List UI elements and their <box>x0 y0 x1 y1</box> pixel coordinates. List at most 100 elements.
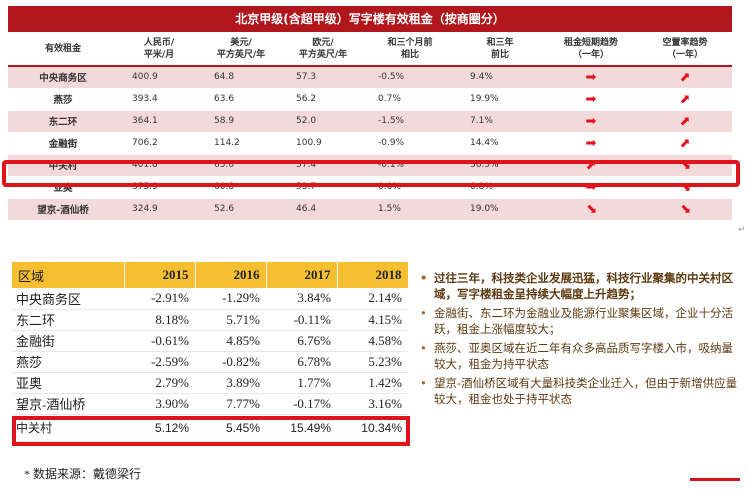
district-name: 东二环 <box>8 110 118 133</box>
rent-value-y3: 14.4% <box>456 132 544 155</box>
growth-value: 8.18% <box>124 309 195 331</box>
growth-value: 7.77% <box>195 393 266 415</box>
rent-value-usd: 60.8 <box>200 176 282 199</box>
growth-value: -2.91% <box>124 288 195 310</box>
vac-trend-cell: ➡ <box>638 66 732 89</box>
trend-arrow-icon: ➡ <box>675 89 695 109</box>
rent-value-usd: 64.8 <box>200 66 282 89</box>
rent-value-rmb: 393.4 <box>118 88 200 111</box>
trend-arrow-icon: ➡ <box>675 68 695 87</box>
growth-value: 2.79% <box>124 372 195 394</box>
growth-value: 5.23% <box>337 351 408 373</box>
growth-col-header: 区域 <box>12 262 125 288</box>
rent-value-usd: 52.6 <box>200 198 282 221</box>
rent-table-row: 中央商务区 400.9 64.8 57.3 -0.5% 9.4% ➡ ➡ <box>8 66 732 89</box>
growth-value: 3.16% <box>337 393 408 415</box>
growth-value: 6.78% <box>266 351 337 373</box>
rent-trend-cell: ➡ <box>544 132 638 155</box>
growth-table-row: 中央商务区 -2.91% -1.29% 3.84% 2.14% <box>12 288 408 310</box>
vac-trend-cell: ➡ <box>638 176 732 199</box>
rent-value-eur: 57.3 <box>282 66 364 89</box>
rent-value-usd: 114.2 <box>200 132 282 155</box>
analysis-points: 过往三年，科技类企业发展迅猛，科技行业聚集的中关村区域，写字楼租金呈持续大幅度上… <box>418 270 738 407</box>
rent-value-eur: 56.2 <box>282 88 364 111</box>
rent-table: 有效租金 人民币/ 平米/月 美元/ 平方英尺/年 欧元/ 平方英尺/年 和三个月前 相… <box>8 32 732 221</box>
growth-value: 3.84% <box>266 288 337 310</box>
district-name: 亚奥 <box>12 372 124 394</box>
trend-arrow-icon: ➡ <box>585 179 597 195</box>
rent-table-header: 有效租金 人民币/ 平米/月 美元/ 平方英尺/年 欧元/ 平方英尺/年 和三个月前 相… <box>8 32 732 67</box>
growth-value: 1.77% <box>266 372 337 394</box>
district-name: 东二环 <box>12 309 124 331</box>
growth-col-header: 2016 <box>195 262 267 288</box>
analysis-point: 金融街、东二环为金融业及能源行业聚集区域，企业十分活跃，租金上涨幅度较大； <box>418 305 738 337</box>
growth-table-row: 亚奥 2.79% 3.89% 1.77% 1.42% <box>12 372 408 394</box>
trend-arrow-icon: ➡ <box>585 69 597 85</box>
rent-value-usd: 63.6 <box>200 88 282 111</box>
growth-table-row: 燕莎 -2.59% -0.82% 6.78% 5.23% <box>12 351 408 373</box>
rent-value-rmb: 375.9 <box>118 176 200 199</box>
growth-value: 1.42% <box>337 372 408 394</box>
vac-trend-cell: ➡ <box>638 110 732 133</box>
rent-value-q3: 0.0% <box>364 176 456 199</box>
trend-arrow-icon: ➡ <box>585 135 597 151</box>
rent-value-rmb: 324.9 <box>118 198 200 221</box>
trend-arrow-icon: ➡ <box>675 199 695 219</box>
trend-arrow-icon: ➡ <box>675 111 695 131</box>
trend-arrow-icon: ➡ <box>585 91 597 107</box>
growth-value: 4.85% <box>195 330 266 352</box>
rent-value-q3: -1.5% <box>364 110 456 133</box>
decorative-red-line <box>690 478 740 481</box>
vac-trend-cell: ➡ <box>638 132 732 155</box>
vac-trend-cell: ➡ <box>638 154 732 177</box>
rent-value-rmb: 706.2 <box>118 132 200 155</box>
growth-value: -0.61% <box>124 330 195 352</box>
rent-table-section: 北京甲级(含超甲级）写字楼有效租金（按商圈分） 有效租金 人民币/ 平米/月 美元/… <box>8 6 732 221</box>
rent-trend-cell: ➡ <box>544 110 638 133</box>
rent-col-header: 美元/ 平方英尺/年 <box>200 32 282 67</box>
trend-arrow-icon: ➡ <box>581 199 601 219</box>
district-name: 金融街 <box>8 132 118 155</box>
rent-value-eur: 100.9 <box>282 132 364 155</box>
rent-value-eur: 53.7 <box>282 176 364 199</box>
growth-value: 2.14% <box>337 288 408 310</box>
growth-table-header: 区域 2015 2016 2017 2018 <box>12 262 409 288</box>
growth-value: -2.59% <box>124 351 195 373</box>
rent-col-header: 和三年 前比 <box>456 32 544 67</box>
trend-arrow-icon: ➡ <box>585 113 597 129</box>
growth-table-section: 区域 2015 2016 2017 2018 中央商务区 -2.91% -1.29% 3.84… <box>12 262 409 442</box>
rent-trend-cell: ➡ <box>544 88 638 111</box>
rent-value-y3: 7.1% <box>456 110 544 133</box>
rent-value-usd: 65.0 <box>200 154 282 177</box>
growth-value: 3.90% <box>124 393 195 415</box>
rent-table-title: 北京甲级(含超甲级）写字楼有效租金（按商圈分） <box>8 6 732 32</box>
rent-value-eur: 46.4 <box>282 198 364 221</box>
growth-value: 5.71% <box>195 309 266 331</box>
rent-value-y3: 36.5% <box>456 154 544 177</box>
district-name: 中央商务区 <box>8 66 118 89</box>
rent-table-row: 金融街 706.2 114.2 100.9 -0.9% 14.4% ➡ ➡ <box>8 132 732 155</box>
rent-value-y3: 9.4% <box>456 66 544 89</box>
analysis-point: 过往三年，科技类企业发展迅猛，科技行业聚集的中关村区域，写字楼租金呈持续大幅度上… <box>418 270 738 302</box>
rent-value-q3: -0.1% <box>364 154 456 177</box>
district-name: 燕莎 <box>12 351 124 373</box>
rent-trend-cell: ➡ <box>544 154 638 177</box>
vac-trend-cell: ➡ <box>638 198 732 221</box>
rent-value-usd: 58.9 <box>200 110 282 133</box>
district-name: 亚奥 <box>8 176 118 199</box>
growth-table: 区域 2015 2016 2017 2018 中央商务区 -2.91% -1.29% 3.84… <box>12 262 409 442</box>
rent-value-q3: 1.5% <box>364 198 456 221</box>
analysis-point: 燕莎、亚奥区域在近二年有众多高品质写字楼入市，吸纳量较大，租金为持平状态 <box>418 340 738 372</box>
rent-value-eur: 57.4 <box>282 154 364 177</box>
rent-value-eur: 52.0 <box>282 110 364 133</box>
rent-value-q3: -0.5% <box>364 66 456 89</box>
growth-value: 4.15% <box>337 309 408 331</box>
rent-value-rmb: 400.9 <box>118 66 200 89</box>
zhongguancun-growth-highlight-box <box>12 416 410 446</box>
rent-table-row: 东二环 364.1 58.9 52.0 -1.5% 7.1% ➡ ➡ <box>8 110 732 133</box>
rent-col-header: 和三个月前 相比 <box>364 32 456 67</box>
rent-col-header: 有效租金 <box>8 32 118 67</box>
rent-value-rmb: 364.1 <box>118 110 200 133</box>
paragraph-mark-icon: ↵ <box>738 225 746 235</box>
rent-trend-cell: ➡ <box>544 198 638 221</box>
